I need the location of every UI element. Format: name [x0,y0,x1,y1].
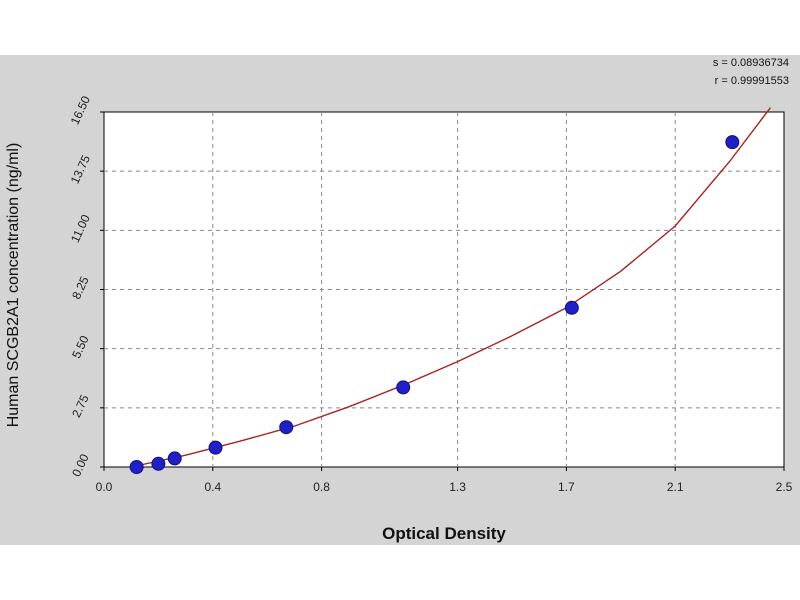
y-tick-label: 2.75 [69,392,92,419]
x-tick-label: 1.7 [558,480,575,494]
x-tick-label: 0.4 [204,480,221,494]
data-point [129,460,144,474]
data-point [564,300,579,315]
y-tick-label: 11.00 [68,212,93,245]
x-tick-label: 0.0 [96,480,113,494]
y-tick-label: 16.50 [68,93,94,126]
data-points-layer [129,135,740,474]
fit-curve-layer [131,107,771,468]
chart-svg: 0.0 0.4 0.8 1.3 1.7 2.1 2.5 0.00 2.75 5.50 8.25 11.… [5,57,793,543]
tick-layer: 0.0 0.4 0.8 1.3 1.7 2.1 2.5 0.00 2.75 5.50 8.25 11.… [68,93,793,494]
y-axis-title: Human SCGB2A1 concentration (ng/ml) [5,143,22,428]
grid-layer [104,112,784,467]
chart-frame: 0.0 0.4 0.8 1.3 1.7 2.1 2.5 0.00 2.75 5.50 8.25 11.… [0,55,800,545]
x-tick-label: 2.5 [776,480,793,494]
x-axis-title: Optical Density [382,524,506,543]
data-point [396,380,411,395]
y-tick-label: 5.50 [69,333,92,360]
data-point [151,456,166,471]
stat-r-label: r = 0.99991553 [715,75,789,87]
y-tick-label: 13.75 [68,153,94,186]
x-tick-label: 1.3 [449,480,466,494]
x-tick-label: 0.8 [313,480,330,494]
x-tick-label: 2.1 [667,480,684,494]
fit-curve-line [131,107,771,468]
data-point [279,420,294,435]
data-point [725,135,740,150]
y-tick-label: 8.25 [69,274,92,301]
data-point [167,451,182,466]
data-point [208,440,223,455]
stat-s-label: s = 0.08936734 [713,57,789,69]
y-tick-label: 0.00 [69,451,92,478]
